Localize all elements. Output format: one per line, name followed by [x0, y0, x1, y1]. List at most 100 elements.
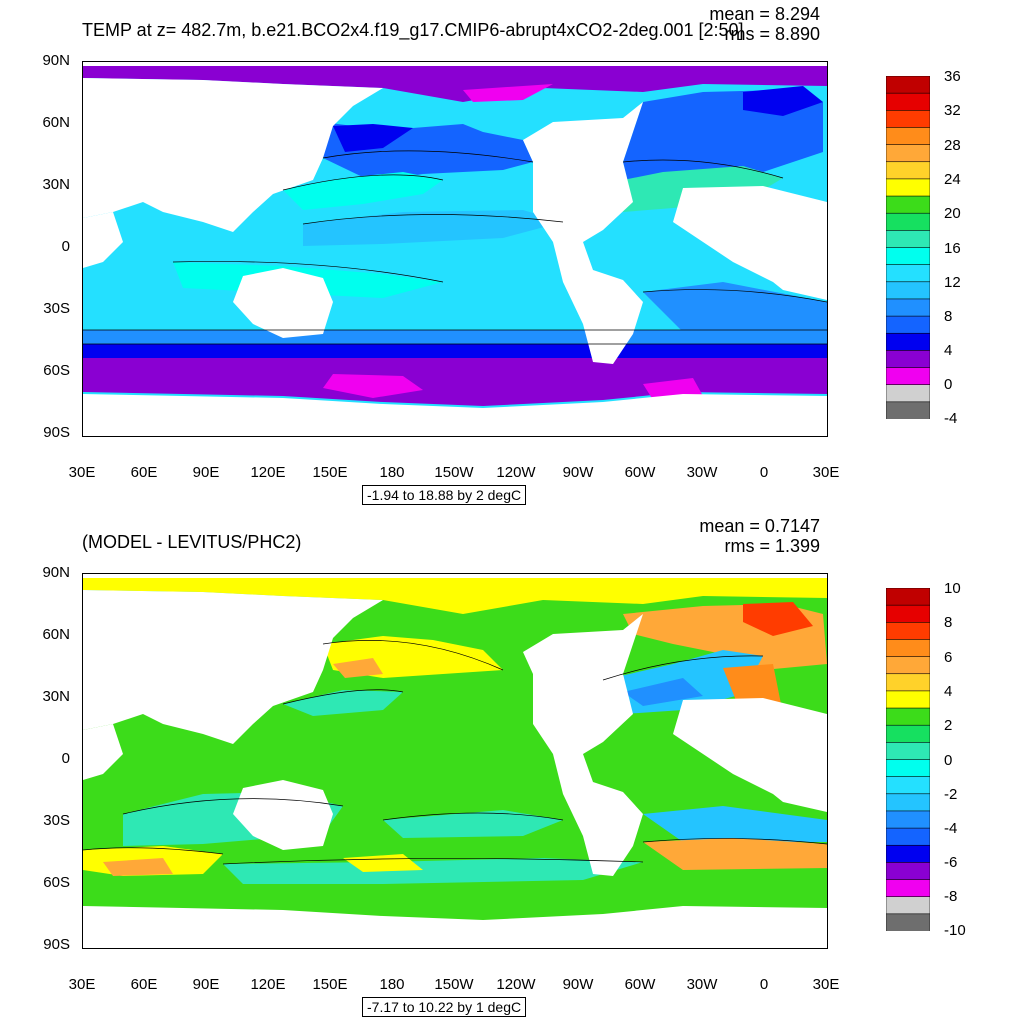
- colorbar-swatches: [886, 588, 930, 931]
- colorbar-label: -10: [944, 922, 966, 939]
- colorbar-swatch: [886, 690, 930, 709]
- colorbar-swatch: [886, 298, 930, 317]
- colorbar-swatch: [886, 707, 930, 727]
- map-trop-band: [303, 210, 563, 246]
- contour-line: [282, 689, 404, 705]
- colorbar-swatch: [886, 350, 930, 369]
- lat-label: 90N: [42, 564, 70, 581]
- lon-label: 60W: [624, 976, 656, 993]
- colorbar-swatch: [886, 862, 930, 881]
- colorbar: [886, 588, 930, 931]
- map-land-africa: [673, 698, 827, 812]
- lon-label: 90W: [562, 464, 594, 481]
- colorbar-label: 2: [944, 717, 953, 734]
- lat-label: 60S: [43, 874, 70, 891]
- colorbar-swatch: [886, 879, 930, 898]
- colorbar-swatch: [886, 827, 930, 847]
- colorbar-swatch: [886, 810, 930, 829]
- temperature-panel: TEMP at z= 482.7m, b.e21.BCO2x4.f19_g17.…: [42, 4, 961, 505]
- map-natl-colder: [623, 678, 703, 706]
- lon-label: 180: [379, 976, 405, 993]
- lat-label: 30N: [42, 176, 70, 193]
- map-land-eurasia: [83, 590, 383, 744]
- lon-label: 30W: [686, 976, 718, 993]
- colorbar-swatch: [886, 742, 930, 761]
- colorbar-label: 10: [944, 580, 961, 597]
- colorbar-swatch: [886, 161, 930, 180]
- map-arctic-band: [83, 578, 827, 614]
- lat-label: 30S: [43, 812, 70, 829]
- contour-line: [382, 812, 564, 821]
- map-land-australia: [233, 268, 333, 338]
- difference-panel: (MODEL - LEVITUS/PHC2) mean = 0.7147 rms…: [0, 512, 1024, 1024]
- lon-label: 120E: [250, 976, 286, 993]
- colorbar-label: 8: [944, 308, 953, 325]
- colorbar-swatch: [886, 247, 930, 266]
- lon-label: 30E: [812, 464, 840, 481]
- lat-label: 60S: [43, 362, 70, 379]
- lon-label: 120W: [496, 976, 536, 993]
- map-satl-cold: [643, 806, 827, 842]
- lat-label: 30S: [43, 300, 70, 317]
- lon-label: 120E: [250, 464, 286, 481]
- colorbar-label: 28: [944, 137, 961, 154]
- map-arctic-band: [83, 66, 827, 102]
- colorbar-swatch: [886, 178, 930, 197]
- colorbar-swatch: [886, 793, 930, 812]
- colorbar-swatch: [886, 144, 930, 163]
- colorbar-swatch: [886, 656, 930, 675]
- colorbar-label: -6: [944, 854, 958, 871]
- colorbar-swatch: [886, 212, 930, 232]
- colorbar-swatch: [886, 759, 930, 778]
- mean-value: mean = 8.294: [709, 4, 820, 24]
- map-arctic-warm: [463, 84, 553, 102]
- lon-label: 60W: [624, 464, 656, 481]
- lon-label: 30E: [68, 464, 96, 481]
- colorbar-label: 0: [944, 376, 953, 393]
- colorbar-swatch: [886, 76, 930, 94]
- colorbar-label: 8: [944, 614, 953, 631]
- map-so-cold: [223, 858, 643, 884]
- contour-line: [642, 838, 827, 845]
- map-land-antarctica: [83, 394, 827, 436]
- contour-line: [322, 150, 534, 163]
- contour-line: [302, 214, 564, 225]
- map-land-africa: [673, 186, 827, 300]
- temperature-map: [82, 61, 828, 437]
- colorbar-swatch: [886, 92, 930, 112]
- lon-label: 0: [759, 464, 769, 481]
- colorbar-swatch: [886, 384, 930, 403]
- lon-label: 90E: [192, 976, 220, 993]
- contour-line: [622, 159, 784, 179]
- colorbar-label: 12: [944, 274, 961, 291]
- map-npac-hot: [333, 658, 383, 678]
- colorbar-label: -2: [944, 786, 958, 803]
- colorbar-label: 0: [944, 752, 953, 769]
- lon-label: 60E: [130, 976, 158, 993]
- lat-label: 0: [61, 238, 70, 255]
- colorbar-label: 4: [944, 683, 953, 700]
- lon-label: 30E: [68, 976, 96, 993]
- difference-map: [82, 573, 828, 949]
- lon-label: 180: [379, 464, 405, 481]
- lon-label: 30E: [812, 976, 840, 993]
- contour-line: [222, 858, 644, 865]
- lon-label: 30W: [686, 464, 718, 481]
- colorbar-label: 36: [944, 68, 961, 85]
- contour-line: [282, 174, 444, 191]
- colorbar-label: 6: [944, 649, 953, 666]
- colorbar-swatch: [886, 776, 930, 795]
- colorbar-swatch: [886, 673, 930, 692]
- colorbar-label: -4: [944, 820, 958, 837]
- map-land-americas: [523, 614, 643, 876]
- colorbar-swatch: [886, 230, 930, 249]
- lat-label: 90S: [43, 424, 70, 441]
- map-contours: [83, 150, 827, 345]
- lon-label: 150W: [434, 464, 474, 481]
- map-npac-warm: [283, 172, 443, 210]
- lon-label: 0: [759, 976, 769, 993]
- map-satl-hot: [643, 838, 827, 870]
- map-land-australia: [233, 780, 333, 850]
- map-title: (MODEL - LEVITUS/PHC2): [82, 532, 302, 552]
- contour-line: [642, 289, 827, 303]
